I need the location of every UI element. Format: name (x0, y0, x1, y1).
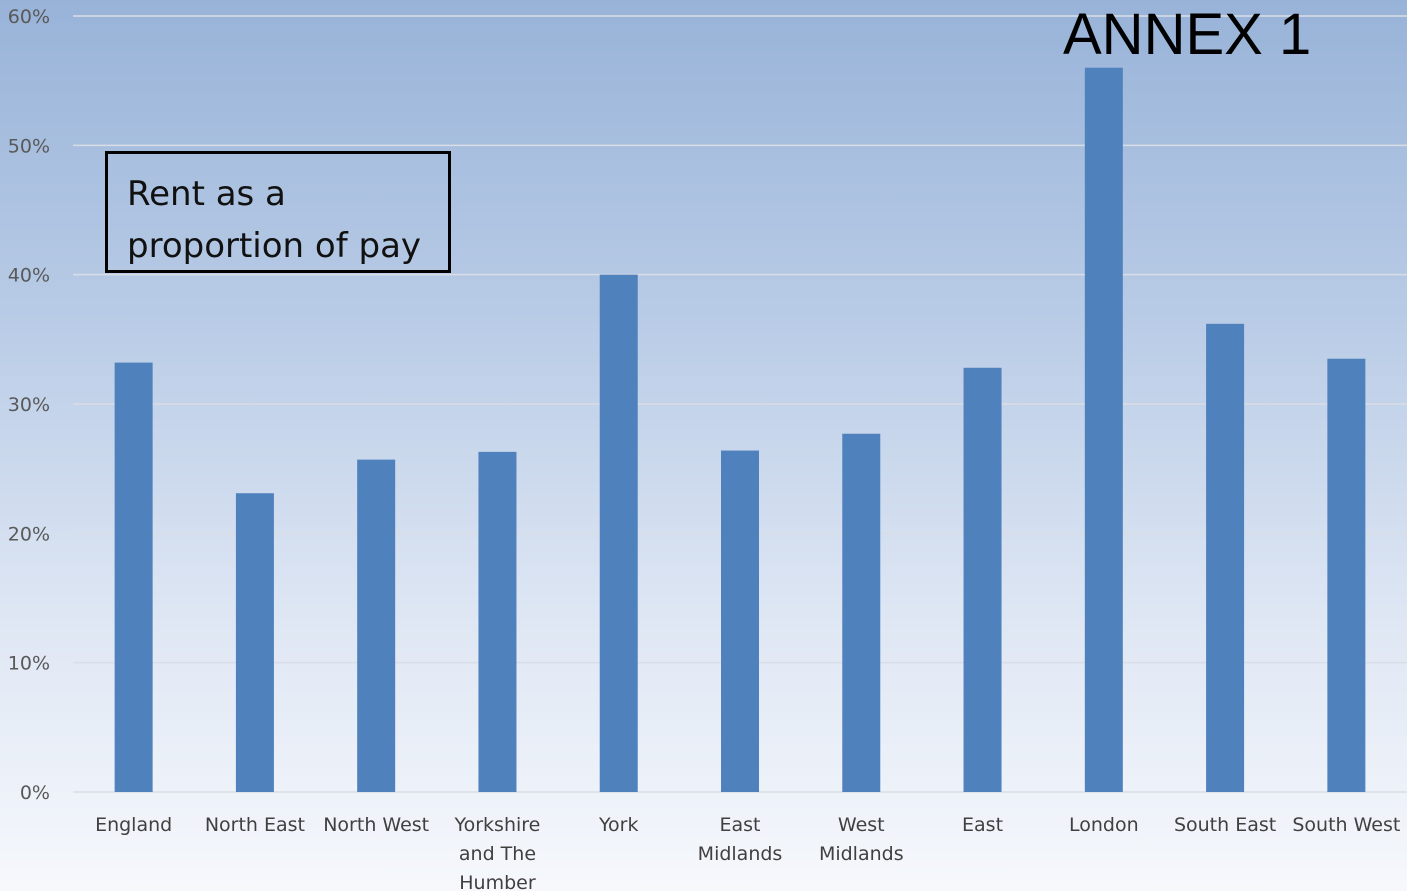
bar (721, 450, 759, 792)
chart-title-line-2: proportion of pay (127, 226, 422, 266)
y-tick-label: 10% (8, 653, 50, 675)
x-tick-label: North East (205, 814, 305, 836)
x-tick-label: East Midlands (698, 814, 783, 865)
bar (1206, 323, 1245, 792)
x-tick-label: South East (1174, 814, 1276, 836)
bar (114, 362, 153, 792)
annex-label: ANNEX 1 (1063, 2, 1312, 67)
x-tick-label: South West (1292, 814, 1400, 836)
y-axis-tick-labels: 0% 10% 20% 30% 40% 50% 60% (8, 6, 50, 804)
bar (842, 433, 881, 792)
x-tick-label: London (1069, 814, 1139, 836)
bars (114, 67, 1366, 793)
x-tick-label: West Midlands (819, 814, 904, 865)
chart-title-box: Rent as a proportion of pay (105, 151, 451, 273)
chart-title-line-1: Rent as a (127, 174, 286, 214)
y-tick-label: 40% (8, 265, 50, 287)
y-tick-label: 50% (8, 135, 50, 157)
x-tick-label: England (95, 814, 172, 836)
x-tick-label: North West (323, 814, 429, 836)
bar (963, 367, 1002, 792)
y-tick-label: 60% (8, 6, 50, 28)
x-tick-label: Yorkshire and The Humber (454, 814, 541, 891)
x-tick-label: East (962, 814, 1003, 836)
x-tick-label: York (598, 814, 639, 836)
bar (1327, 358, 1366, 792)
bar (357, 459, 396, 792)
bar (235, 493, 274, 792)
bar (478, 451, 517, 792)
y-tick-label: 30% (8, 394, 50, 416)
bar (599, 274, 638, 793)
y-tick-label: 20% (8, 523, 50, 545)
bar (1084, 67, 1123, 792)
x-axis-category-labels: England North East North West Yorkshire and … (95, 814, 1400, 891)
y-tick-label: 0% (20, 782, 50, 804)
